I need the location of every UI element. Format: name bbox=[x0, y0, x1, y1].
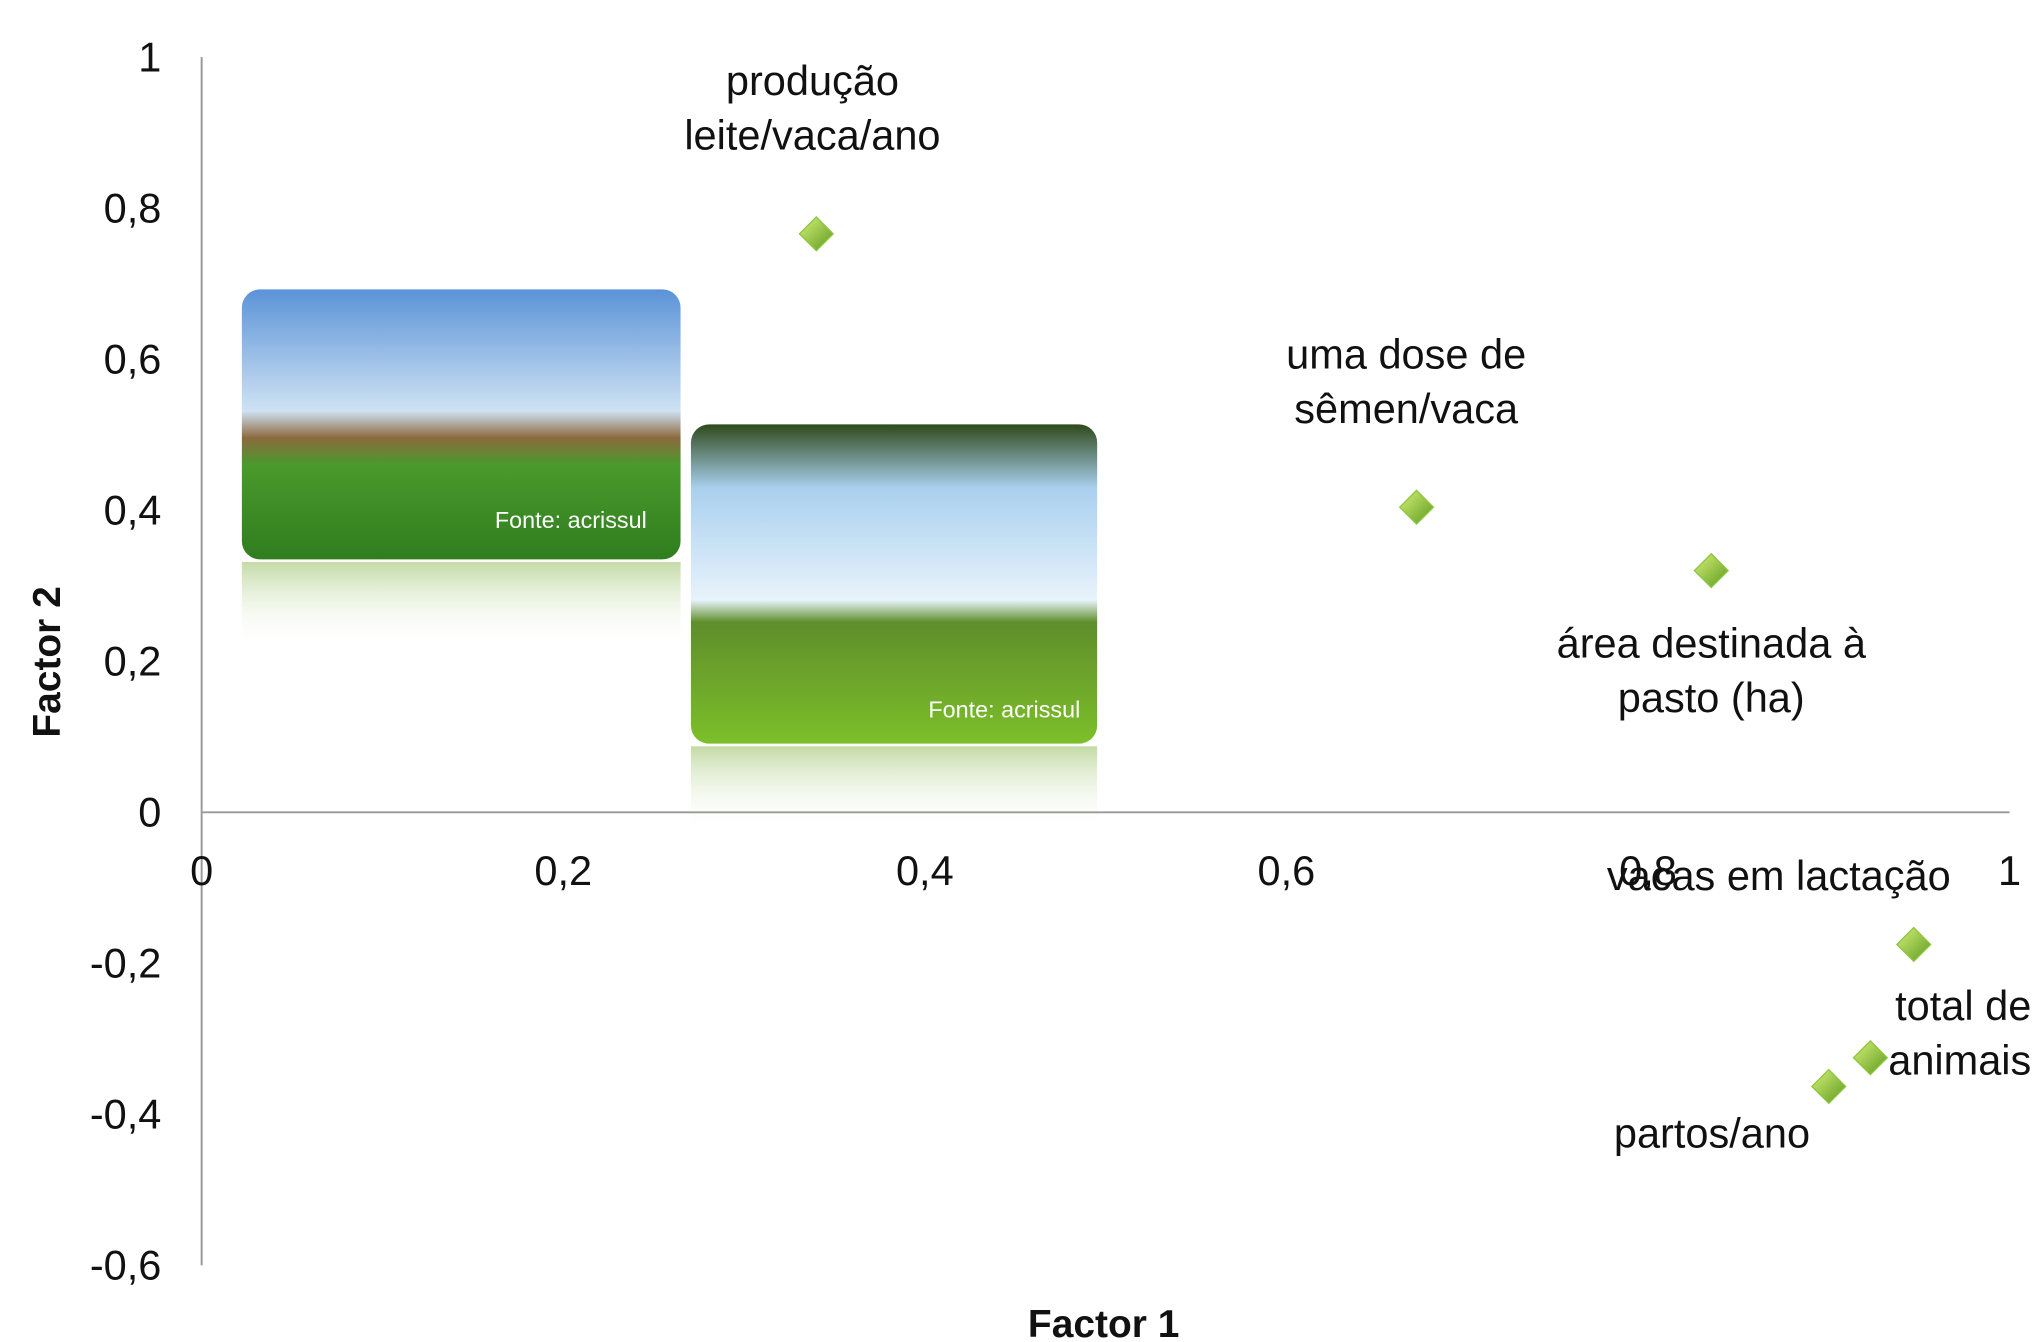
data-point bbox=[1852, 1039, 1889, 1076]
point-label: sêmen/vaca bbox=[1294, 385, 1519, 432]
data-point bbox=[1693, 552, 1730, 589]
data-point bbox=[798, 216, 835, 252]
point-label: partos/ano bbox=[1614, 1109, 1810, 1156]
y-tick-label: -0,4 bbox=[90, 1091, 162, 1138]
y-tick-label: 0 bbox=[138, 789, 161, 836]
photo-caption: Fonte: acrissul bbox=[928, 697, 1080, 723]
x-tick-label: 0,2 bbox=[534, 847, 592, 894]
data-point bbox=[1810, 1068, 1847, 1105]
point-label: animais bbox=[1888, 1037, 2031, 1084]
photo: Fonte: acrissul bbox=[690, 424, 1098, 831]
x-tick-label: 0,4 bbox=[896, 847, 954, 894]
y-tick-label: 0,2 bbox=[104, 638, 162, 685]
point-label: leite/vaca/ano bbox=[684, 111, 940, 158]
point-label: área destinada à bbox=[1557, 620, 1867, 667]
point-label: vacas em lactação bbox=[1607, 852, 1951, 899]
data-point bbox=[1895, 926, 1932, 963]
y-tick-label: 1 bbox=[138, 33, 161, 80]
y-tick-label: 0,4 bbox=[104, 487, 162, 534]
point-label: produção bbox=[726, 57, 899, 104]
y-tick-label: -0,6 bbox=[90, 1242, 162, 1289]
y-tick-label: -0,2 bbox=[90, 940, 162, 987]
point-label: pasto (ha) bbox=[1618, 674, 1805, 721]
data-point bbox=[1398, 489, 1435, 525]
point-label: uma dose de bbox=[1286, 330, 1526, 377]
photo: Fonte: acrissul bbox=[241, 289, 681, 647]
x-tick-label: 0,8 bbox=[1619, 847, 1677, 894]
point-label: total de bbox=[1895, 982, 2031, 1029]
photo-caption: Fonte: acrissul bbox=[495, 507, 647, 533]
x-axis-title: Factor 1 bbox=[1028, 1303, 1179, 1342]
x-tick-label: 0,6 bbox=[1258, 847, 1316, 894]
y-tick-label: 0,8 bbox=[104, 184, 162, 231]
x-tick-label: 1 bbox=[1998, 847, 2021, 894]
y-axis-title: Factor 2 bbox=[26, 586, 69, 737]
y-tick-label: 0,6 bbox=[104, 335, 162, 382]
x-tick-label: 0 bbox=[190, 847, 213, 894]
